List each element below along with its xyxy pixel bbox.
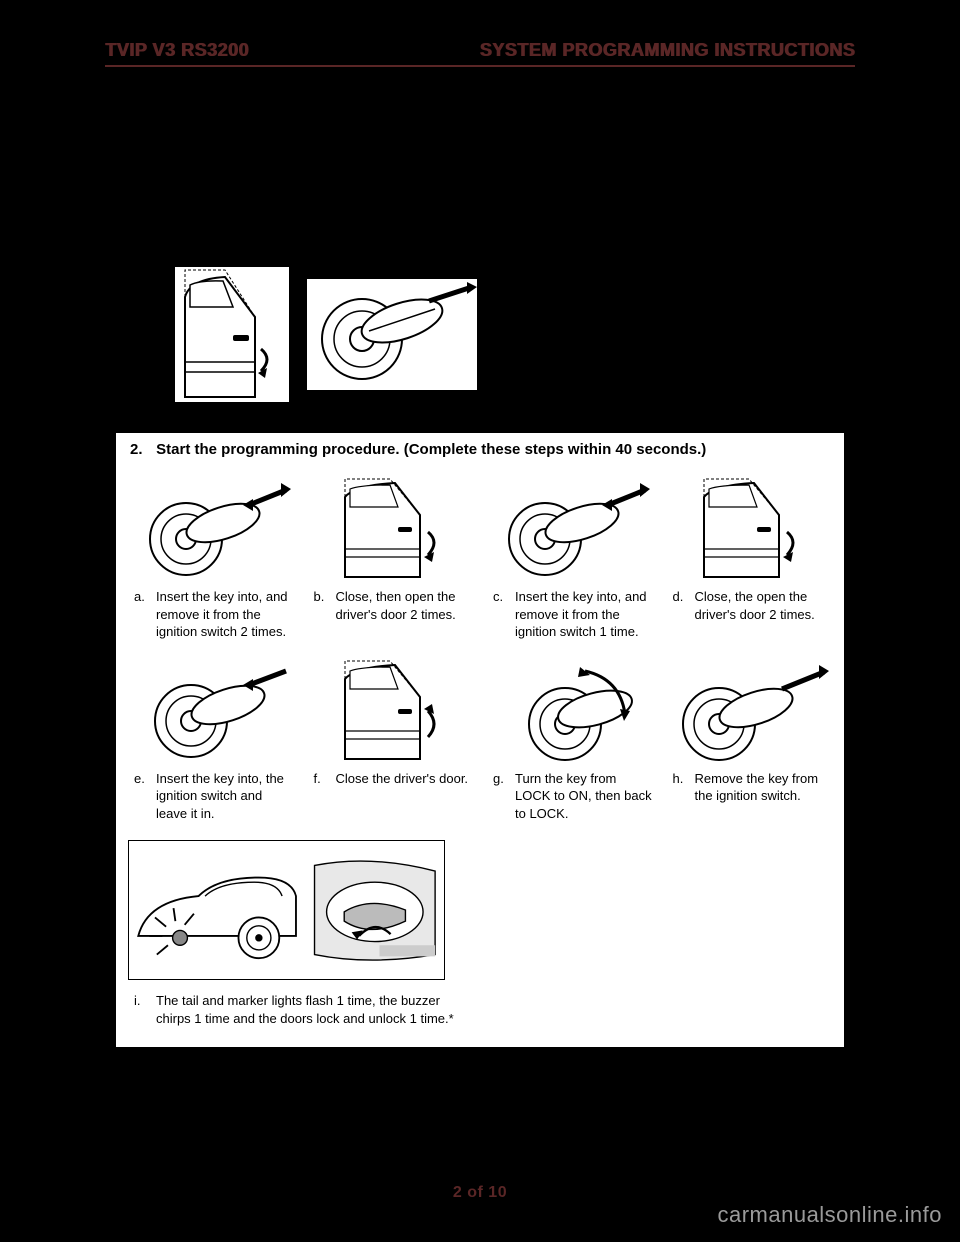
key-insert-icon: [128, 659, 294, 764]
door-close-icon: [308, 659, 474, 764]
step-b-text: Close, then open the driver's door 2 tim…: [336, 588, 474, 623]
step-e: e. Insert the key into, the ignition swi…: [128, 659, 294, 833]
step-g-text: Turn the key from LOCK to ON, then back …: [515, 770, 653, 823]
step-h: h. Remove the key from the ignition swit…: [667, 659, 833, 833]
key-remove-image: [307, 279, 477, 390]
step-d-text: Close, the open the driver's door 2 time…: [695, 588, 833, 623]
step-a-letter: a.: [134, 588, 156, 641]
watermark: carmanualsonline.info: [717, 1202, 942, 1228]
panel-title: Start the programming procedure. (Comple…: [156, 441, 706, 458]
key-inout-icon: [128, 477, 294, 582]
step-c-text: Insert the key into, and remove it from …: [515, 588, 653, 641]
header-rule: [105, 65, 855, 67]
key-inout-icon-2: [487, 477, 653, 582]
step-i-text: The tail and marker lights flash 1 time,…: [156, 992, 473, 1027]
step-c-letter: c.: [493, 588, 515, 641]
step-f-text: Close the driver's door.: [336, 770, 469, 788]
header-right: SYSTEM PROGRAMMING INSTRUCTIONS: [479, 40, 855, 61]
page-container: TVIP V3 RS3200 SYSTEM PROGRAMMING INSTRU…: [0, 0, 960, 1242]
step-f-letter: f.: [314, 770, 336, 788]
step-d-letter: d.: [673, 588, 695, 623]
door-open-image: [175, 267, 289, 402]
step-g-letter: g.: [493, 770, 515, 823]
car-confirm-icon: [128, 840, 445, 980]
door-cycle-icon-2: [667, 477, 833, 582]
step-d: d. Close, the open the driver's door 2 t…: [667, 477, 833, 651]
step-i-letter: i.: [134, 992, 156, 1027]
step2-panel: 2. Start the programming procedure. (Com…: [115, 432, 845, 1048]
step1-images-row: [105, 267, 855, 402]
step-c: c. Insert the key into, and remove it fr…: [487, 477, 653, 651]
page-footer: 2 of 10: [0, 1184, 960, 1202]
door-cycle-icon: [308, 477, 474, 582]
header-left: TVIP V3 RS3200: [105, 40, 249, 61]
step-e-letter: e.: [134, 770, 156, 823]
step-g: g. Turn the key from LOCK to ON, then ba…: [487, 659, 653, 833]
panel-number: 2.: [130, 441, 152, 458]
step-b-letter: b.: [314, 588, 336, 623]
step-h-letter: h.: [673, 770, 695, 805]
page-header: TVIP V3 RS3200 SYSTEM PROGRAMMING INSTRU…: [105, 40, 855, 61]
panel-heading: 2. Start the programming procedure. (Com…: [116, 433, 844, 467]
step-h-text: Remove the key from the ignition switch.: [695, 770, 833, 805]
step-b: b. Close, then open the driver's door 2 …: [308, 477, 474, 651]
step-a-text: Insert the key into, and remove it from …: [156, 588, 294, 641]
steps-grid: a. Insert the key into, and remove it fr…: [116, 467, 844, 1047]
step-f: f. Close the driver's door.: [308, 659, 474, 833]
key-turn-icon: [487, 659, 653, 764]
key-remove-icon: [667, 659, 833, 764]
step-e-text: Insert the key into, the ignition switch…: [156, 770, 294, 823]
step-a: a. Insert the key into, and remove it fr…: [128, 477, 294, 651]
step-i: i. The tail and marker lights flash 1 ti…: [128, 840, 473, 1037]
